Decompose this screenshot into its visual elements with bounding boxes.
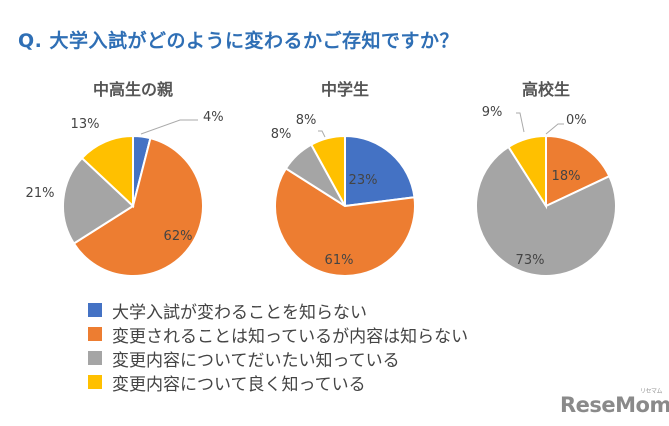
chart-title: Q. 大学入試がどのように変わるかご存知ですか？ bbox=[18, 30, 459, 52]
pie-slice bbox=[309, 134, 346, 207]
pie-title-junior-high: 中学生 bbox=[320, 80, 369, 99]
pie-slice bbox=[62, 156, 135, 245]
legend-label: 変更内容についてだいたい知っている bbox=[112, 350, 400, 371]
data-label: 0% bbox=[566, 113, 587, 128]
data-label: 61% bbox=[325, 253, 354, 268]
resemom-logo: ReseMom リセマム bbox=[560, 388, 669, 417]
data-label: 18% bbox=[552, 169, 581, 184]
legend-item: 大学入試が変わることを知らない bbox=[88, 298, 468, 323]
legend-swatch bbox=[88, 303, 102, 317]
data-label: 13% bbox=[71, 117, 100, 132]
data-label: 23% bbox=[349, 173, 378, 188]
data-label: 73% bbox=[516, 253, 545, 268]
legend-item: 変更されることは知っているが内容は知らない bbox=[88, 322, 469, 347]
pie-charts: 4% 62% 21% 13% 23% 61% 8% 8% 0% 18% 73% 9% bbox=[26, 105, 617, 277]
legend-item: 変更内容についてだいたい知っている bbox=[88, 346, 468, 371]
data-label: 8% bbox=[271, 127, 292, 142]
data-label: 4% bbox=[203, 110, 224, 125]
pie-slice bbox=[344, 134, 416, 208]
pie-slice bbox=[80, 134, 134, 209]
data-label: 21% bbox=[26, 186, 55, 201]
legend-label: 大学入試が変わることを知らない bbox=[112, 302, 367, 323]
legend: 大学入試が変わることを知らない 変更されることは知っているが内容は知らない 変更… bbox=[88, 298, 469, 395]
legend-label: 変更内容について良く知っている bbox=[112, 374, 366, 395]
data-label: 8% bbox=[296, 113, 317, 128]
pie-slice bbox=[274, 167, 416, 277]
pie-title-high-school: 高校生 bbox=[521, 80, 570, 99]
data-label: 62% bbox=[164, 229, 193, 244]
pie-slice bbox=[507, 134, 547, 210]
pie-slice bbox=[545, 134, 611, 208]
data-label: 9% bbox=[482, 105, 503, 120]
legend-swatch bbox=[88, 375, 102, 389]
legend-label: 変更されることは知っているが内容は知らない bbox=[112, 326, 469, 347]
pie-slice bbox=[72, 136, 204, 277]
pie-title-parents: 中高生の親 bbox=[92, 80, 173, 99]
legend-swatch bbox=[88, 351, 102, 365]
pie-slice bbox=[475, 145, 617, 277]
legend-item: 変更内容について良く知っている bbox=[88, 370, 468, 395]
legend-swatch bbox=[88, 327, 102, 341]
